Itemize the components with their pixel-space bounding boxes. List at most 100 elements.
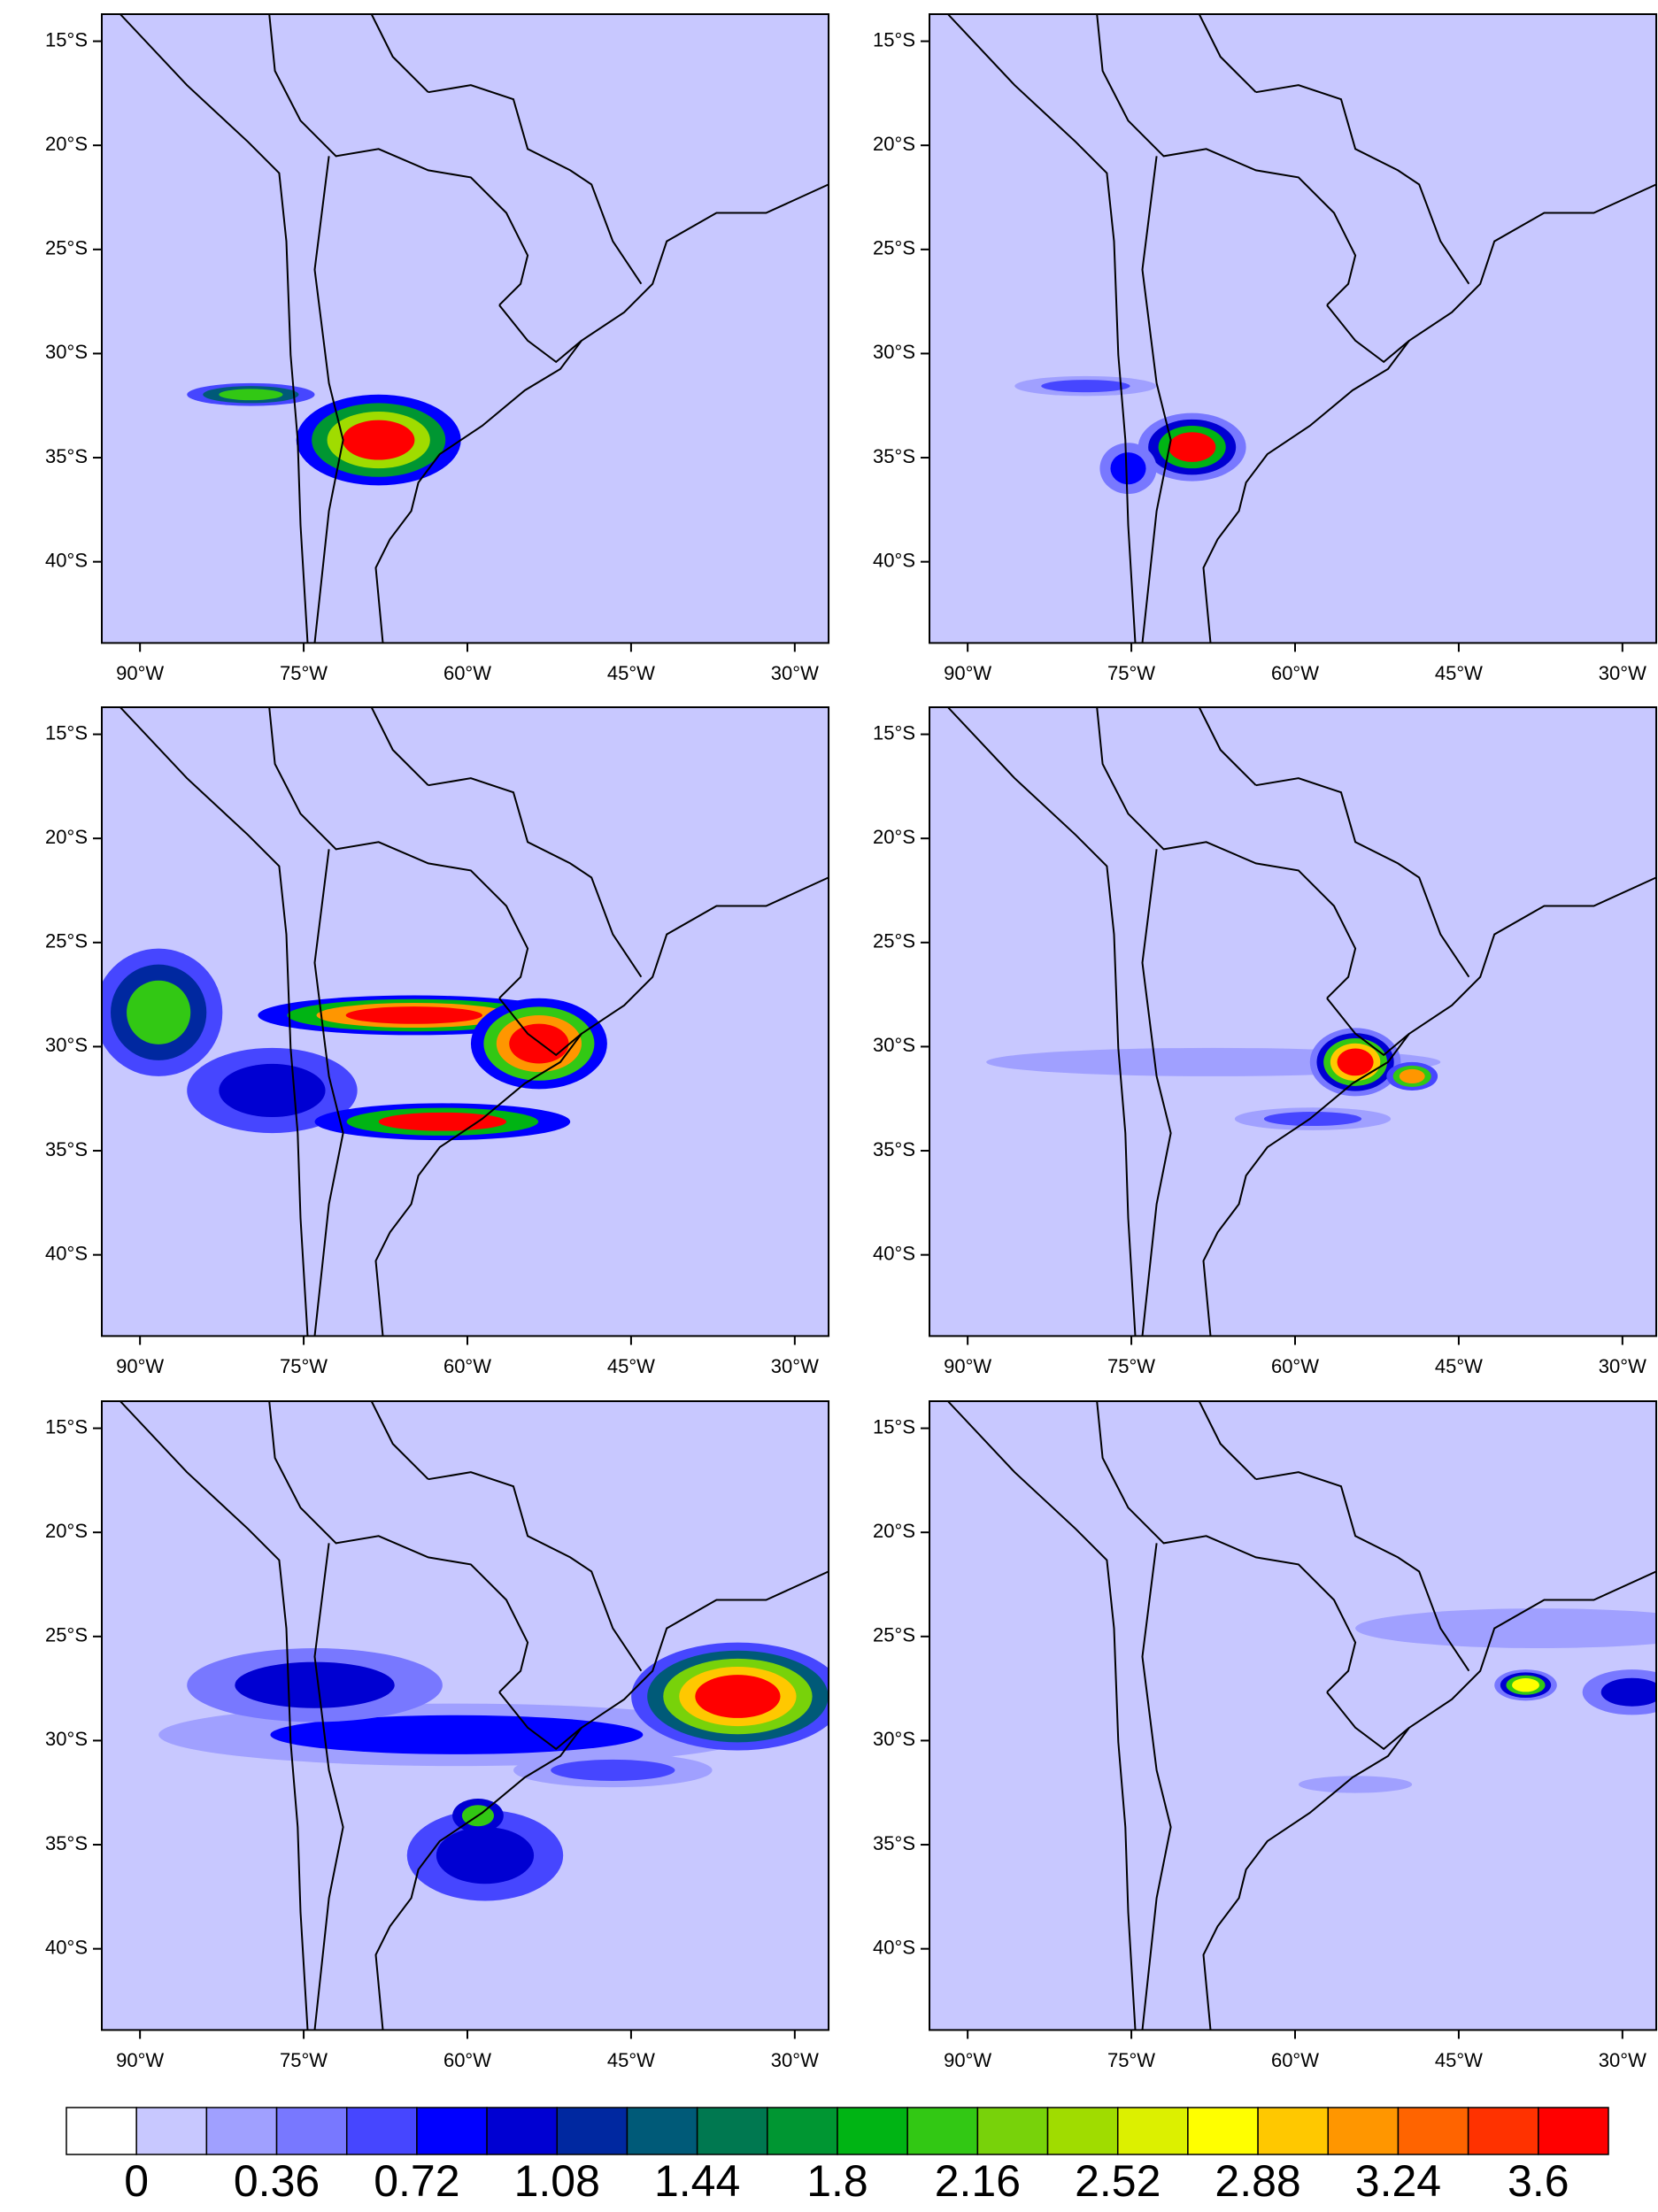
boundary-line <box>428 1471 643 1672</box>
lat-tick-label: 35°S <box>873 1138 915 1160</box>
lon-tick-label: 60°W <box>443 662 491 684</box>
lat-tick-label: 35°S <box>45 445 88 467</box>
boundary-line <box>370 1401 429 1480</box>
panel-frame <box>929 13 1658 644</box>
lat-tick-label: 25°S <box>873 930 915 952</box>
lat-tick-label: 15°S <box>45 28 88 50</box>
lat-tick-label: 40°S <box>873 1242 915 1264</box>
colorbar-box <box>626 2107 698 2155</box>
boundary-line <box>268 1401 529 1693</box>
lat-tick-label: 15°S <box>873 28 915 50</box>
lon-tick-label: 45°W <box>607 662 655 684</box>
panel-frame <box>101 1400 830 2031</box>
boundary-line <box>947 1401 1137 2031</box>
lon-tick-label: 45°W <box>1435 662 1483 684</box>
boundary-line <box>268 707 529 999</box>
contour-area <box>219 1063 326 1118</box>
colorbar-box <box>1046 2107 1119 2155</box>
lon-tick-label: 90°W <box>116 1355 164 1377</box>
colorbar-label: 0 <box>124 2156 149 2206</box>
lat-tick-label: 30°S <box>45 1728 88 1750</box>
colorbar-box <box>205 2107 278 2155</box>
boundary-line <box>1255 1471 1470 1672</box>
contour-area <box>1041 380 1130 393</box>
colorbar-label: 1.44 <box>654 2156 740 2206</box>
lon-tick-label: 30°W <box>771 662 819 684</box>
contour-area <box>1298 1776 1413 1793</box>
boundary-line <box>374 876 829 1337</box>
panel-frame <box>929 1400 1658 2031</box>
contour-area <box>1600 1677 1657 1707</box>
lat-tick-label: 30°S <box>873 1034 915 1056</box>
boundary-line <box>1326 1692 1410 1751</box>
map-panel: 15°S 20°S 25°S 30°S 35°S 40°S 90°W 75°W 60°W 45°W… <box>45 706 830 1377</box>
contour-area <box>1355 1608 1657 1649</box>
boundary-line <box>1202 1570 1657 2031</box>
lon-tick-label: 30°W <box>1599 2049 1646 2071</box>
colorbar-label: 3.6 <box>1508 2156 1569 2206</box>
lat-tick-label: 40°S <box>45 549 88 571</box>
panel-frame <box>101 706 830 1337</box>
contour-area <box>1337 1048 1374 1076</box>
contour-area <box>509 1023 569 1064</box>
boundary-line <box>1326 998 1410 1057</box>
lon-tick-label: 90°W <box>944 2049 991 2071</box>
colorbar-label: 0.36 <box>234 2156 320 2206</box>
contour-area <box>1399 1068 1425 1083</box>
lat-tick-label: 15°S <box>873 1415 915 1437</box>
lon-tick-label: 45°W <box>607 2049 655 2071</box>
contour-area <box>345 1006 482 1024</box>
map-panel: 15°S 20°S 25°S 30°S 35°S 40°S 90°W 75°W 60°W 45°W… <box>45 1400 830 2071</box>
lon-tick-label: 90°W <box>944 1355 991 1377</box>
lat-tick-label: 40°S <box>873 549 915 571</box>
colorbar-box <box>767 2107 838 2155</box>
lat-tick-label: 15°S <box>873 721 915 744</box>
boundary-line <box>1202 183 1657 644</box>
colorbar-box <box>1538 2107 1609 2155</box>
boundary-line <box>1141 1543 1172 2031</box>
lon-tick-label: 90°W <box>116 662 164 684</box>
contour-area <box>551 1759 675 1781</box>
boundary-line <box>268 14 529 306</box>
boundary-line <box>498 998 582 1057</box>
lat-tick-label: 20°S <box>873 826 915 848</box>
lon-tick-label: 30°W <box>1599 1355 1646 1377</box>
contour-area <box>695 1675 781 1718</box>
contour-area <box>1263 1112 1362 1127</box>
boundary-line <box>1096 14 1357 306</box>
lat-tick-label: 15°S <box>45 721 88 744</box>
lon-tick-label: 60°W <box>1271 2049 1319 2071</box>
lat-tick-label: 30°S <box>873 1728 915 1750</box>
lat-tick-label: 40°S <box>45 1242 88 1264</box>
contour-area <box>235 1661 395 1708</box>
colorbar-box <box>135 2107 208 2155</box>
boundary-line <box>1202 876 1657 1337</box>
colorbar-label: 3.24 <box>1355 2156 1441 2206</box>
lon-tick-label: 60°W <box>1271 662 1319 684</box>
colorbar-label: 0.72 <box>374 2156 459 2206</box>
lat-tick-label: 20°S <box>45 826 88 848</box>
map-field <box>929 14 1657 644</box>
colorbar-box <box>416 2107 488 2155</box>
boundary-line <box>1096 1401 1357 1693</box>
lat-tick-label: 35°S <box>873 1832 915 1854</box>
lon-tick-label: 45°W <box>1435 2049 1483 2071</box>
lat-tick-label: 25°S <box>873 1624 915 1646</box>
lon-tick-label: 75°W <box>1107 662 1155 684</box>
map-panel: 15°S 20°S 25°S 30°S 35°S 40°S 90°W 75°W 60°W 45°W… <box>45 13 830 684</box>
colorbar-box <box>1327 2107 1400 2155</box>
lon-tick-label: 60°W <box>443 2049 491 2071</box>
map-panel: 15°S 20°S 25°S 30°S 35°S 40°S 90°W 75°W 60°W 45°W… <box>873 706 1658 1377</box>
lat-tick-label: 40°S <box>45 1936 88 1958</box>
lon-tick-label: 30°W <box>771 1355 819 1377</box>
lat-tick-label: 20°S <box>873 1520 915 1542</box>
colorbar-box <box>906 2107 979 2155</box>
boundary-line <box>374 1570 829 2031</box>
lon-tick-label: 90°W <box>116 2049 164 2071</box>
lat-tick-label: 15°S <box>45 1415 88 1437</box>
colorbar-label: 2.16 <box>935 2156 1021 2206</box>
colorbar-box <box>696 2107 768 2155</box>
contour-area <box>436 1827 535 1884</box>
colorbar-label: 2.52 <box>1075 2156 1161 2206</box>
boundary-line <box>498 1692 582 1751</box>
